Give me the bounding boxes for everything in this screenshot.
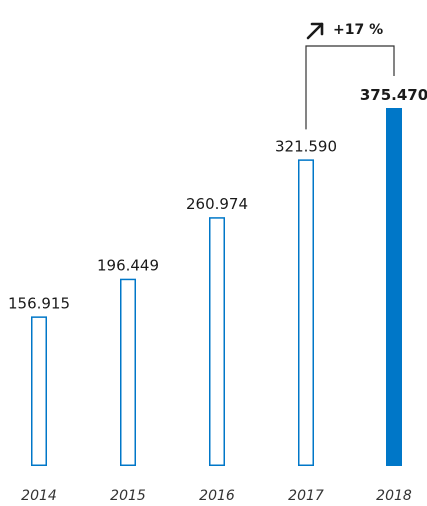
bars-group <box>31 108 402 466</box>
value-label-2018: 375.470 <box>360 86 427 104</box>
arrow-up-right-icon <box>306 22 324 40</box>
growth-label: +17 % <box>333 22 383 38</box>
value-label-2015: 196.449 <box>97 257 159 275</box>
value-label-2014: 156.915 <box>8 294 70 312</box>
value-label-2016: 260.974 <box>186 195 248 213</box>
category-label-2014: 2014 <box>21 488 57 504</box>
value-label-2017: 321.590 <box>275 137 337 155</box>
bar-2015 <box>120 278 136 466</box>
category-labels-group: 2014 2015 2016 2017 2018 <box>21 488 412 504</box>
bar-2014 <box>31 316 47 466</box>
category-label-2016: 2016 <box>199 488 235 504</box>
growth-bracket <box>305 45 395 130</box>
value-labels-group: 156.915 196.449 260.974 321.590 375.470 <box>8 86 427 312</box>
bar-2017 <box>298 159 314 466</box>
bar-2018 <box>386 108 402 466</box>
bar-2016 <box>209 217 225 466</box>
growth-annotation: +17 % <box>305 22 395 130</box>
category-label-2015: 2015 <box>110 488 146 504</box>
category-label-2017: 2017 <box>288 488 324 504</box>
category-label-2018: 2018 <box>376 488 412 504</box>
